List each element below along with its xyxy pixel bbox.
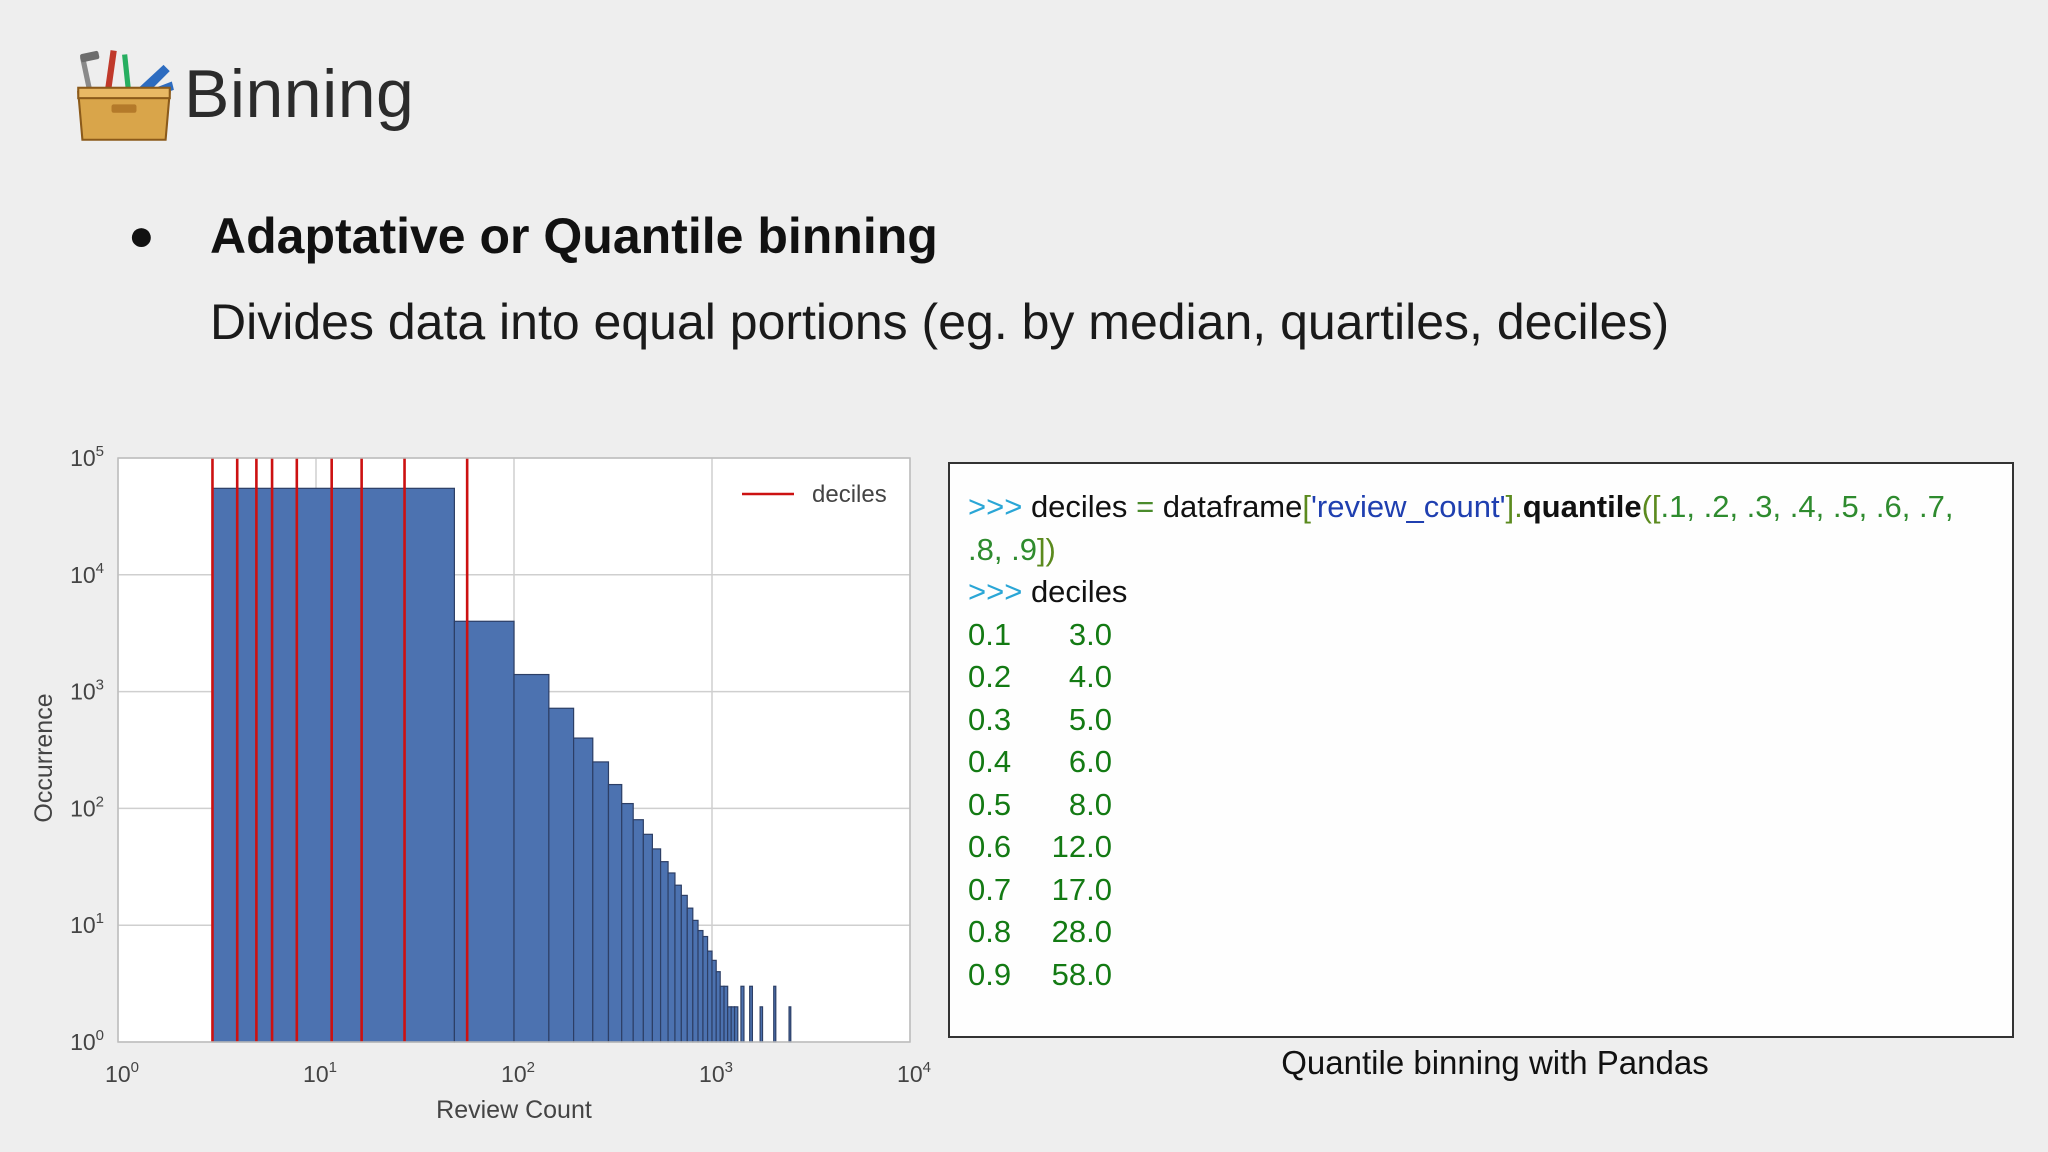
code-line-deciles: >>> deciles (968, 571, 1996, 614)
code-variable: deciles (1030, 489, 1128, 524)
code-args-close: ]) (1036, 531, 1056, 567)
output-quantile: 0.8 (968, 914, 1012, 949)
histogram-bar (788, 1006, 792, 1043)
code-block: >>> deciles = dataframe['review_count'].… (948, 462, 2014, 1038)
code-output: 0.1 3.0 0.2 4.0 0.3 5.0 0.4 6.0 0.5 8.0 0.6 12.0 0.7… (968, 614, 1996, 997)
y-tick-label: 101 (70, 910, 104, 938)
output-quantile: 0.5 (968, 786, 1012, 822)
code-variable: deciles (1030, 574, 1128, 609)
bullet-heading: Adaptative or Quantile binning (210, 208, 938, 264)
code-operator: = (1136, 489, 1155, 524)
histogram-bar (759, 1006, 764, 1043)
output-value: 12.0 (1051, 829, 1112, 864)
x-tick-label: 103 (699, 1059, 733, 1087)
output-row: 0.7 17.0 (968, 869, 1996, 912)
output-quantile: 0.4 (968, 744, 1012, 779)
histogram-bar (740, 985, 745, 1043)
output-value: 5.0 (1068, 701, 1112, 737)
output-value: 3.0 (1068, 616, 1112, 652)
x-tick-label: 104 (897, 1059, 931, 1087)
slide-title: Binning (184, 56, 415, 132)
histogram-bar (592, 761, 610, 1043)
output-row: 0.3 5.0 (968, 699, 1996, 742)
output-value: 58.0 (1051, 956, 1112, 992)
bullet-subtext: Divides data into equal portions (eg. by… (210, 294, 1670, 350)
histogram-bar (573, 737, 594, 1043)
histogram-bar (607, 783, 623, 1043)
code-line-continuation: .8, .9]) (968, 529, 1996, 572)
histogram-bar (632, 819, 644, 1043)
output-value: 4.0 (1068, 659, 1112, 694)
output-row: 0.1 3.0 (968, 614, 1996, 657)
output-value: 17.0 (1051, 871, 1112, 907)
code-object: dataframe (1162, 489, 1303, 524)
code-line-quantile: >>> deciles = dataframe['review_count'].… (968, 486, 1996, 529)
output-row: 0.2 4.0 (968, 656, 1996, 699)
output-quantile: 0.3 (968, 701, 1012, 737)
histogram-bar (548, 707, 575, 1043)
histogram-bar (651, 848, 662, 1043)
code-method: quantile (1522, 489, 1642, 524)
x-tick-label: 101 (303, 1059, 337, 1087)
histogram-bar (453, 620, 515, 1043)
title-row: Binning (72, 44, 414, 144)
histogram-bar (773, 985, 777, 1043)
histogram-bar (659, 861, 669, 1043)
plot-frame (117, 457, 911, 1043)
x-tick-label: 102 (501, 1059, 535, 1087)
histogram-bar (211, 487, 455, 1043)
y-tick-label: 105 (70, 443, 104, 471)
histogram-bar (706, 950, 713, 1043)
output-row: 0.5 8.0 (968, 784, 1996, 827)
code-args: .1, .2, .3, .4, .5, .6, .7, (1660, 489, 1954, 524)
histogram-chart: 100 101 102 103 104 100 101 102 103 104 105 Review … (30, 443, 931, 1124)
y-tick-label: 104 (70, 560, 104, 588)
histogram-bar (749, 985, 754, 1043)
histogram-bar (621, 802, 634, 1043)
code-caption: Quantile binning with Pandas (1281, 1044, 1709, 1081)
y-tick-label: 102 (70, 793, 104, 821)
y-tick-label: 100 (70, 1027, 104, 1055)
histogram-bar (680, 894, 688, 1043)
x-tick-label: 100 (105, 1059, 139, 1087)
toolbox-icon (77, 50, 174, 141)
y-tick-label: 103 (70, 677, 104, 705)
histogram-bar (686, 907, 694, 1043)
output-value: 28.0 (1051, 914, 1112, 949)
histogram-bar (513, 673, 550, 1043)
code-prompt: >>> (968, 489, 1023, 524)
output-value: 6.0 (1068, 744, 1112, 779)
histogram-bar (692, 919, 699, 1043)
output-quantile: 0.7 (968, 871, 1012, 907)
output-row: 0.4 6.0 (968, 741, 1996, 784)
legend-label: deciles (812, 481, 887, 508)
histogram-bar (711, 959, 717, 1043)
output-quantile: 0.2 (968, 659, 1012, 694)
output-row: 0.8 28.0 (968, 911, 1996, 954)
output-value: 8.0 (1068, 786, 1112, 822)
code-args-open: ([ (1641, 489, 1661, 524)
histogram-bar (667, 872, 676, 1043)
code-bracket-close: ]. (1505, 489, 1523, 524)
histogram-bar (702, 935, 709, 1043)
bullet-marker: ● (128, 211, 155, 260)
histogram-bar (733, 1006, 739, 1043)
output-row: 0.6 12.0 (968, 826, 1996, 869)
output-quantile: 0.6 (968, 829, 1012, 864)
code-string-key: 'review_count' (1311, 489, 1506, 524)
output-row: 0.9 58.0 (968, 954, 1996, 997)
output-quantile: 0.1 (968, 616, 1012, 652)
histogram-bar (642, 833, 653, 1043)
histogram-bar (697, 929, 704, 1043)
histogram-bar (674, 884, 682, 1043)
x-axis-label: Review Count (436, 1096, 592, 1124)
code-bracket-open: [ (1302, 489, 1311, 524)
code-args-cont: .8, .9 (968, 531, 1037, 567)
output-quantile: 0.9 (968, 956, 1012, 992)
code-prompt: >>> (968, 574, 1023, 609)
histogram-bar (715, 971, 721, 1043)
y-axis-label: Occurrence (30, 693, 58, 822)
